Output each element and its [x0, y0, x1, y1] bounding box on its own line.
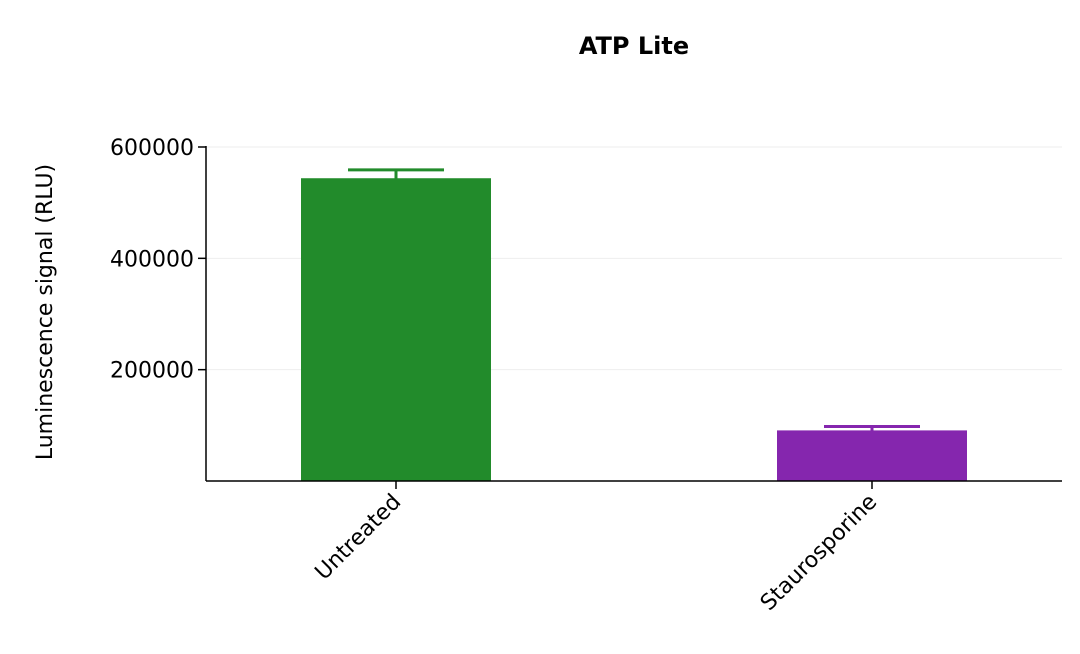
y-axis-label: Luminescence signal (RLU) [33, 164, 58, 460]
x-tick-label: Untreated [311, 490, 407, 586]
y-tick-label: 600000 [110, 136, 194, 161]
y-tick-label: 200000 [110, 359, 194, 384]
bar-untreated [301, 178, 491, 482]
x-tick-label: Staurosporine [756, 490, 882, 616]
bar-staurosporine [777, 430, 967, 482]
y-tick-label: 400000 [110, 247, 194, 272]
chart-title: ATP Lite [579, 32, 689, 60]
